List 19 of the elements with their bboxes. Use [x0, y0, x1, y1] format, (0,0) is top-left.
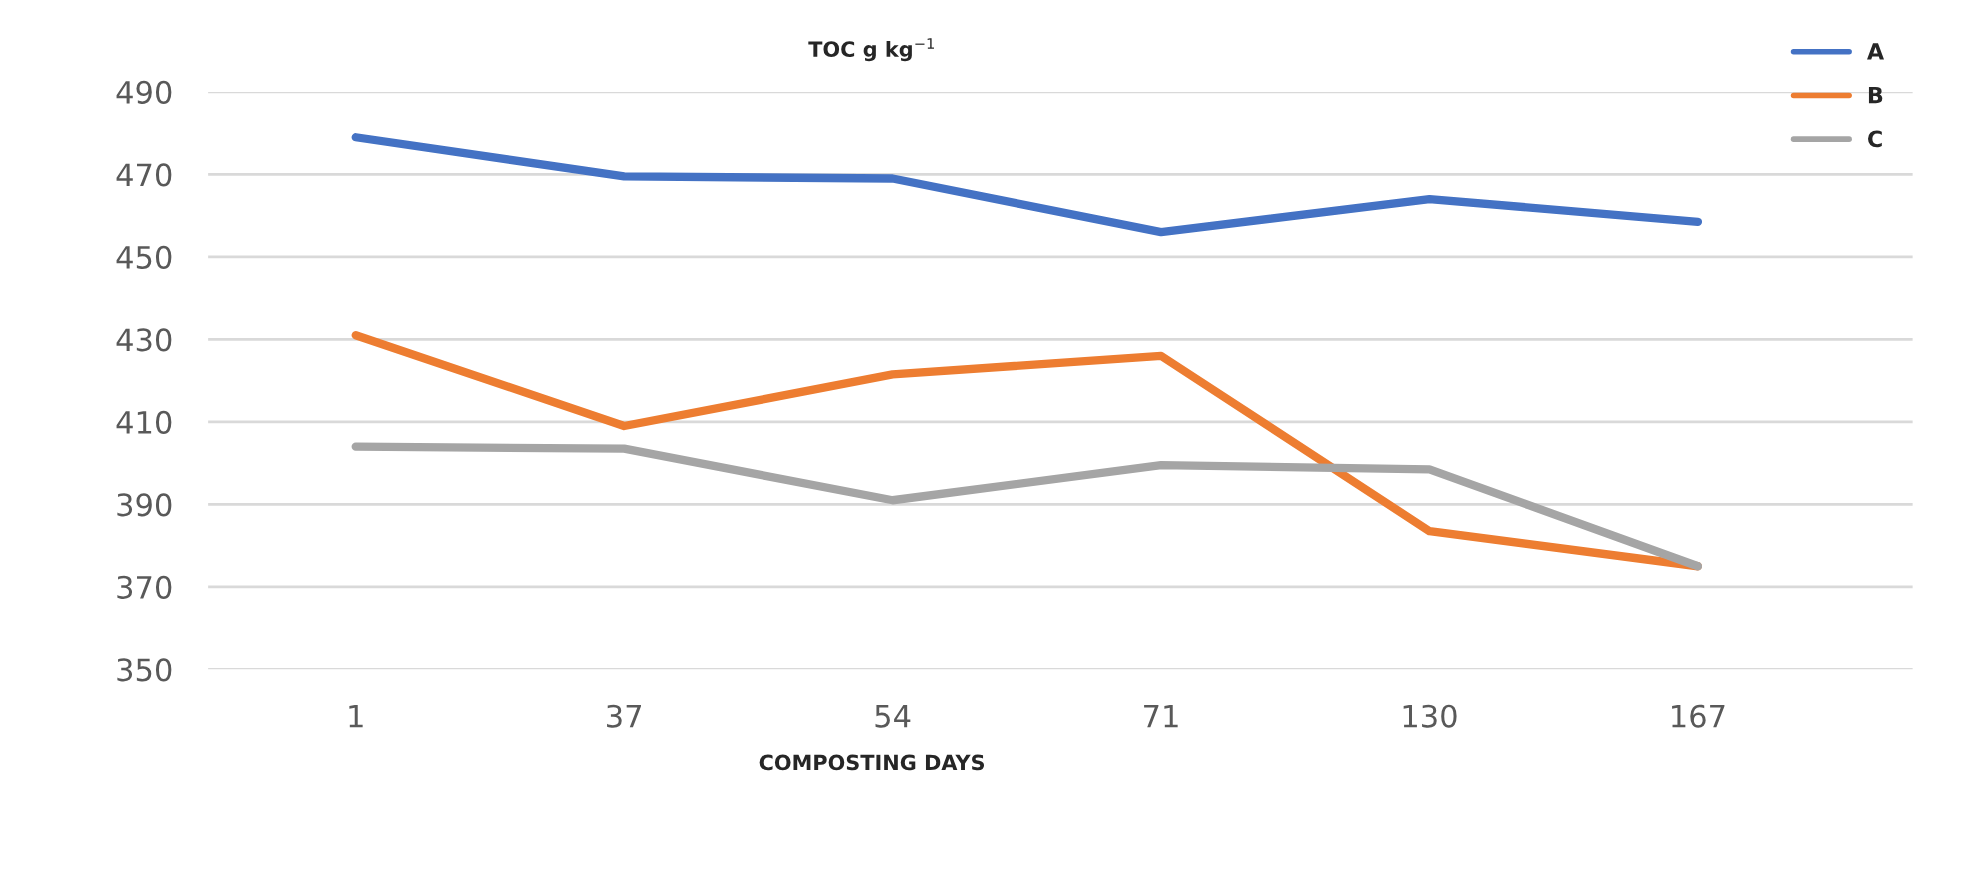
legend-label: B — [1868, 86, 1883, 104]
y-tick-label: 350 — [117, 658, 172, 682]
y-tick-label: 430 — [116, 328, 172, 352]
chart-title: TOC g kg$^{−1}$ — [808, 38, 934, 62]
x-tick-label: 37 — [607, 704, 641, 728]
x-tick-label: 1 — [349, 705, 363, 728]
x-tick-label: 167 — [1672, 704, 1725, 728]
y-tick-label: 410 — [116, 410, 172, 434]
legend-label: A — [1867, 43, 1884, 60]
legend-label: C — [1868, 130, 1882, 148]
y-tick-label: 470 — [116, 163, 172, 187]
y-tick-label: 490 — [116, 80, 172, 104]
x-tick-label: 54 — [875, 705, 911, 728]
x-tick-label: 130 — [1403, 704, 1457, 728]
y-tick-label: 390 — [117, 493, 172, 517]
y-tick-label: 370 — [117, 575, 172, 599]
x-axis-title: COMPOSTING DAYS — [759, 754, 985, 771]
x-tick-label: 71 — [1144, 705, 1178, 728]
y-tick-label: 450 — [116, 245, 172, 269]
